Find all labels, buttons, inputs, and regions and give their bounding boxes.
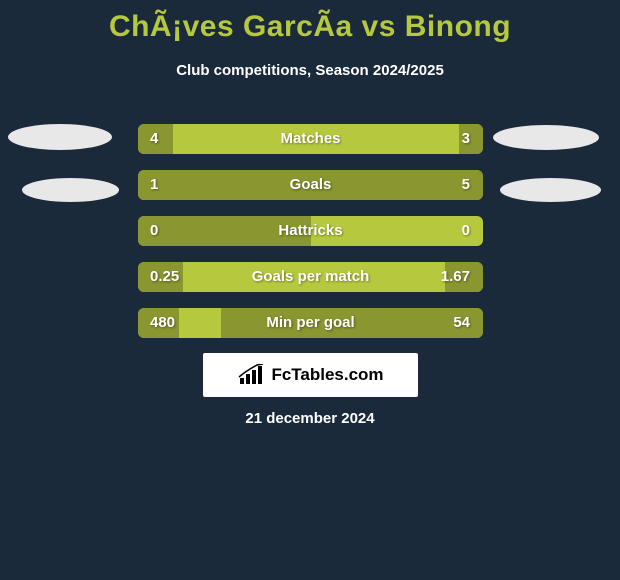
footer-date: 21 december 2024	[0, 410, 620, 427]
fctables-logo-box[interactable]: FcTables.com	[203, 353, 418, 397]
stat-label: Goals per match	[138, 262, 483, 292]
stat-label: Goals	[138, 170, 483, 200]
stat-row-mpg: 480 54 Min per goal	[0, 308, 620, 338]
page-title: ChÃ¡ves GarcÃa vs Binong	[0, 0, 620, 44]
stat-row-hattricks: 0 0 Hattricks	[0, 216, 620, 246]
stat-row-matches: 4 3 Matches	[0, 124, 620, 154]
stats-container: 4 3 Matches 1 5 Goals 0 0 Hattricks 0.25…	[0, 124, 620, 354]
stat-row-goals: 1 5 Goals	[0, 170, 620, 200]
stat-label: Matches	[138, 124, 483, 154]
fctables-logo-text: FcTables.com	[271, 365, 383, 385]
stat-label: Hattricks	[138, 216, 483, 246]
chart-icon	[237, 364, 265, 386]
stat-label: Min per goal	[138, 308, 483, 338]
stat-row-gpm: 0.25 1.67 Goals per match	[0, 262, 620, 292]
page-subtitle: Club competitions, Season 2024/2025	[0, 62, 620, 79]
